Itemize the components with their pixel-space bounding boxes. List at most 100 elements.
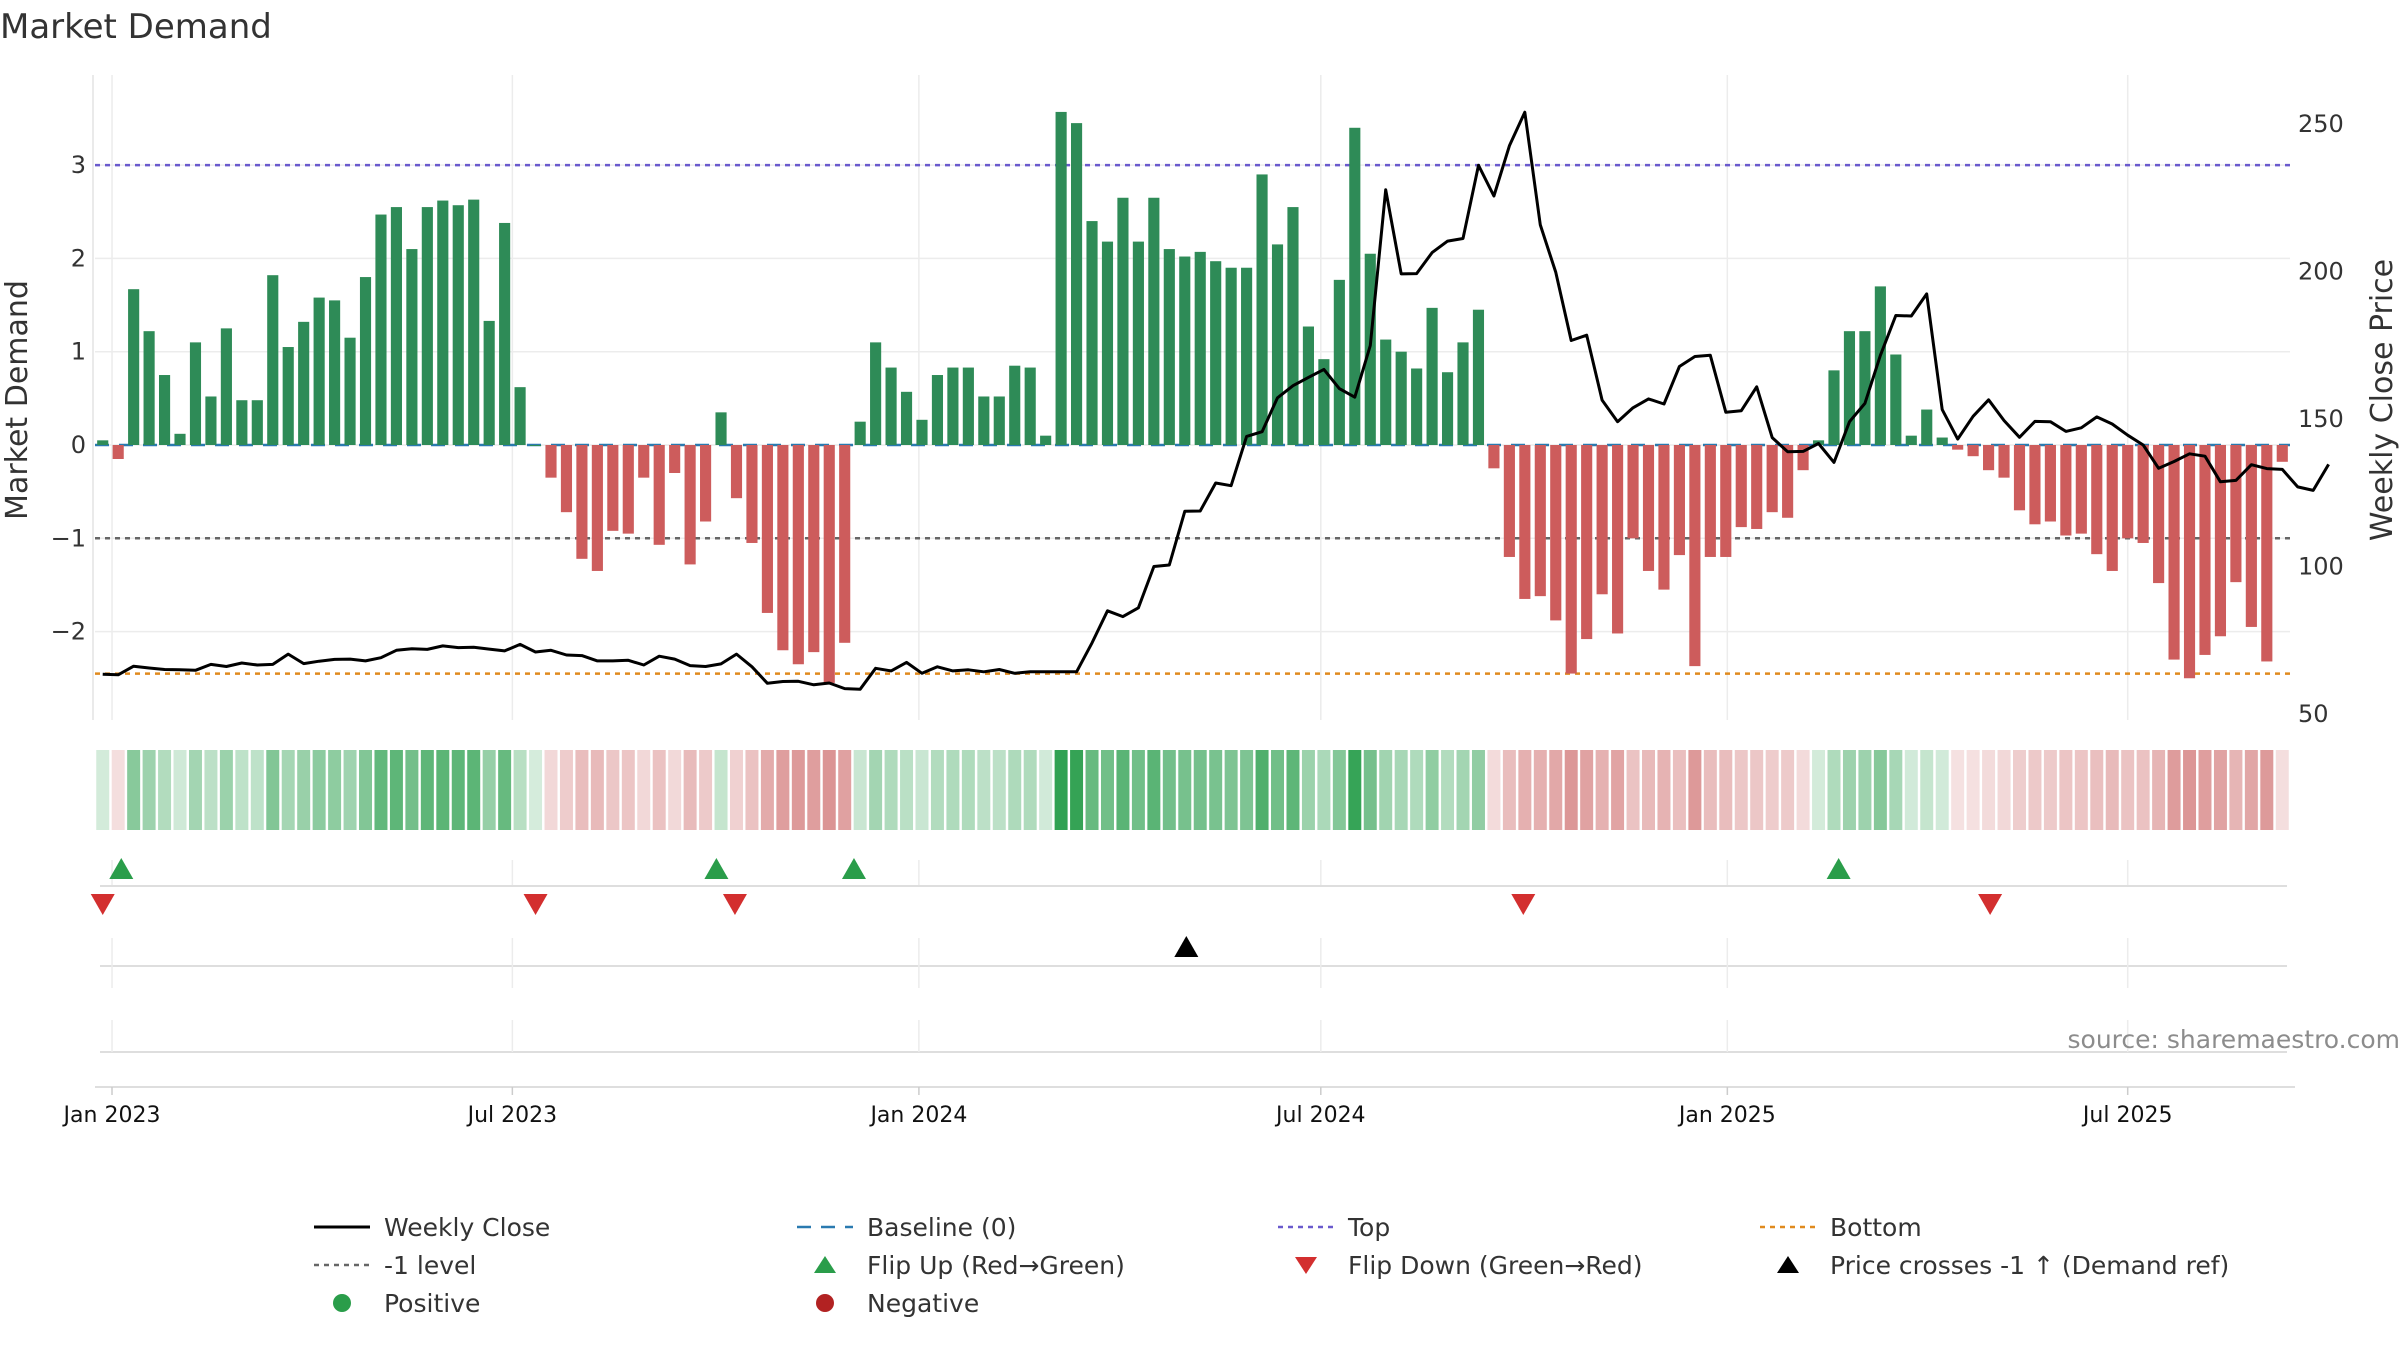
heat-cell — [1162, 750, 1176, 830]
flip-up-marker — [841, 858, 866, 879]
demand-bar-positive — [452, 205, 464, 445]
heat-cell — [1796, 750, 1810, 830]
weekly-close-series — [102, 110, 2330, 691]
demand-bar-negative — [2199, 445, 2211, 655]
heat-cell — [1240, 750, 1254, 830]
flip-up-marker — [1826, 858, 1851, 879]
heat-cell — [1131, 750, 1145, 830]
demand-bar-negative — [1627, 445, 1639, 539]
heat-cell — [142, 750, 156, 830]
demand-bar-positive — [329, 300, 341, 445]
legend-label: Price crosses -1 ↑ (Demand ref) — [1830, 1250, 2230, 1280]
heat-cell — [1100, 750, 1114, 830]
legend-item-negative: Negative — [793, 1284, 979, 1322]
heat-cell — [188, 750, 202, 830]
demand-bar-negative — [1983, 445, 1995, 471]
heat-cell — [884, 750, 898, 830]
demand-bar-positive — [1148, 197, 1160, 445]
heat-cell — [2090, 750, 2104, 830]
heat-cell — [328, 750, 342, 830]
demand-bar-positive — [189, 342, 202, 445]
demand-bar-positive — [1071, 123, 1083, 446]
demand-bar-positive — [499, 222, 511, 445]
heat-cell — [1626, 750, 1640, 830]
demand-bar-positive — [900, 391, 913, 445]
demand-bar-negative — [839, 445, 851, 643]
right-tick-label: 150 — [2298, 405, 2344, 433]
heat-cell — [1951, 750, 1965, 830]
demand-bar-positive — [931, 375, 944, 445]
demand-bar-negative — [808, 445, 820, 653]
heat-cell — [1781, 750, 1795, 830]
heat-cell — [2198, 750, 2212, 830]
demand-bar-positive — [1040, 435, 1052, 445]
demand-bar-negative — [2245, 445, 2257, 627]
demand-bar-negative — [700, 445, 712, 522]
demand-bar-negative — [1998, 445, 2010, 478]
heat-cell — [374, 750, 388, 830]
heat-cell — [1394, 750, 1408, 830]
heat-cell — [1889, 750, 1903, 830]
demand-bar-positive — [1921, 409, 1933, 445]
demand-bar-positive — [1256, 174, 1268, 445]
demand-bar-positive — [267, 275, 279, 445]
demand-bar-negative — [1704, 445, 1716, 557]
demand-bar-negative — [1751, 445, 1763, 529]
heat-cell — [1286, 750, 1300, 830]
heat-cell — [111, 750, 125, 830]
demand-bar-positive — [205, 396, 217, 445]
heat-cell — [1533, 750, 1547, 830]
demand-bar-negative — [2261, 445, 2273, 662]
heat-cell — [1317, 750, 1331, 830]
demand-bar-positive — [1843, 331, 1856, 445]
event-marker-panel — [90, 858, 2295, 1088]
heat-cell — [2229, 750, 2243, 830]
heat-cell — [467, 750, 481, 830]
demand-bar-negative — [2091, 445, 2103, 555]
date-tick-label: Jul 2024 — [1274, 1103, 1366, 1128]
demand-bar-negative — [1596, 445, 1608, 595]
heat-cell — [1363, 750, 1377, 830]
legend-label: Negative — [867, 1288, 980, 1318]
heat-cell — [1734, 750, 1748, 830]
heat-cell — [1502, 750, 1516, 830]
heat-cell — [1301, 750, 1315, 830]
demand-bar-positive — [1395, 351, 1407, 445]
right-tick-label: 250 — [2298, 110, 2344, 138]
demand-bar-negative — [761, 445, 773, 613]
heat-cell — [1688, 750, 1702, 830]
legend-swatch — [1295, 1257, 1317, 1274]
demand-bar-positive — [437, 200, 449, 445]
legend-item-bottom: Bottom — [1756, 1208, 1922, 1246]
left-y-axis: −2 −1 0 1 2 3 — [51, 151, 86, 645]
legend-item-positive: Positive — [310, 1284, 480, 1322]
heat-cell — [235, 750, 249, 830]
heat-cell — [1471, 750, 1485, 830]
heat-cell — [1008, 750, 1022, 830]
demand-bar-positive — [174, 433, 186, 445]
right-tick-label: 50 — [2298, 700, 2329, 728]
heat-cell — [2105, 750, 2119, 830]
demand-bar-negative — [653, 445, 665, 545]
heat-cell — [590, 750, 604, 830]
heat-cell — [807, 750, 821, 830]
heat-cell — [1332, 750, 1346, 830]
legend-swatch — [333, 1294, 351, 1312]
heat-cell — [760, 750, 774, 830]
legend-swatch — [1777, 1256, 1799, 1273]
heat-cell — [637, 750, 651, 830]
demand-bar-negative — [2029, 445, 2041, 525]
demand-bar-positive — [1101, 241, 1114, 445]
demand-heat-strip — [96, 750, 2289, 830]
demand-bar-positive — [916, 419, 928, 445]
demand-bar-positive — [143, 331, 155, 445]
demand-bar-positive — [1132, 241, 1144, 445]
demand-bar-positive — [282, 347, 294, 445]
heat-cell — [853, 750, 867, 830]
demand-bar-positive — [1426, 307, 1438, 445]
demand-bar-negative — [1612, 445, 1624, 634]
demand-bar-negative — [638, 445, 650, 478]
demand-bar-negative — [2153, 445, 2165, 584]
heat-cell — [405, 750, 419, 830]
demand-bar-positive — [1009, 365, 1021, 445]
